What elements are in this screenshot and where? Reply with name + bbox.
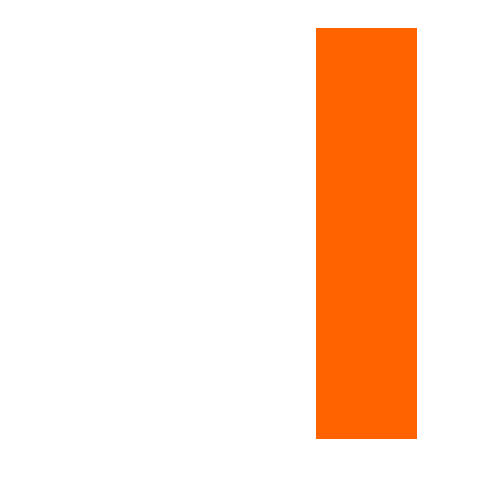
orange-block	[316, 28, 417, 439]
